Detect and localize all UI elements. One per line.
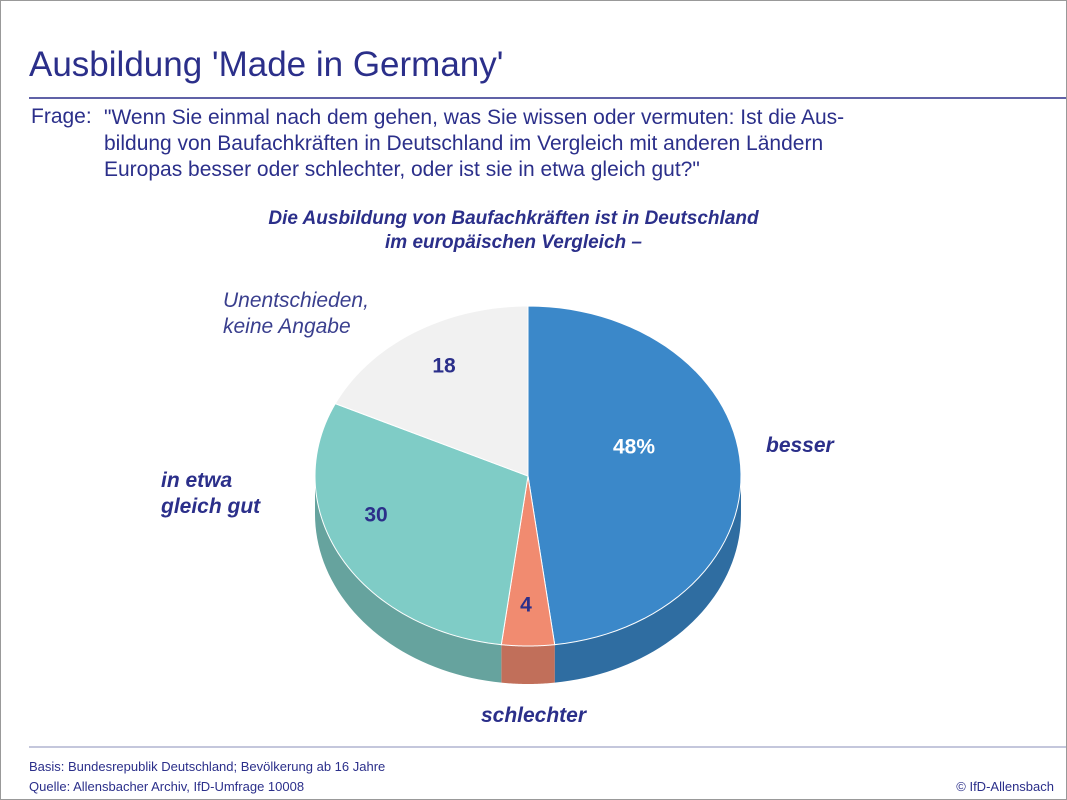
slice xyxy=(334,305,529,477)
question: "Wenn Sie einmal nach dem gehen, was Sie… xyxy=(104,106,845,181)
slice-side xyxy=(554,476,741,683)
value-label: 30 xyxy=(364,504,387,527)
value-label: 4 xyxy=(520,594,532,617)
subtitle: Die Ausbildung von Baufachkräften ist in… xyxy=(268,208,759,253)
slice xyxy=(314,402,529,646)
question-label: Frage: xyxy=(31,105,92,128)
category-label: schlechter xyxy=(480,704,587,727)
category-label: Unentschieden, keine Angabe xyxy=(223,289,369,338)
source: Quelle: Allensbacher Archiv, IfD-Umfrage… xyxy=(29,779,305,794)
category-label: in etwa gleich gut xyxy=(161,469,261,518)
basis: Basis: Bundesrepublik Deutschland; Bevöl… xyxy=(29,759,386,774)
copyright: © IfD-Allensbach xyxy=(956,779,1054,794)
slice-side xyxy=(501,644,555,684)
slice-side xyxy=(315,476,502,683)
value-label: 48% xyxy=(613,436,655,459)
slice xyxy=(500,475,556,647)
title: Ausbildung 'Made in Germany' xyxy=(29,45,504,84)
slice xyxy=(527,305,742,646)
value-label: 18 xyxy=(432,355,456,378)
category-label: besser xyxy=(766,434,834,457)
